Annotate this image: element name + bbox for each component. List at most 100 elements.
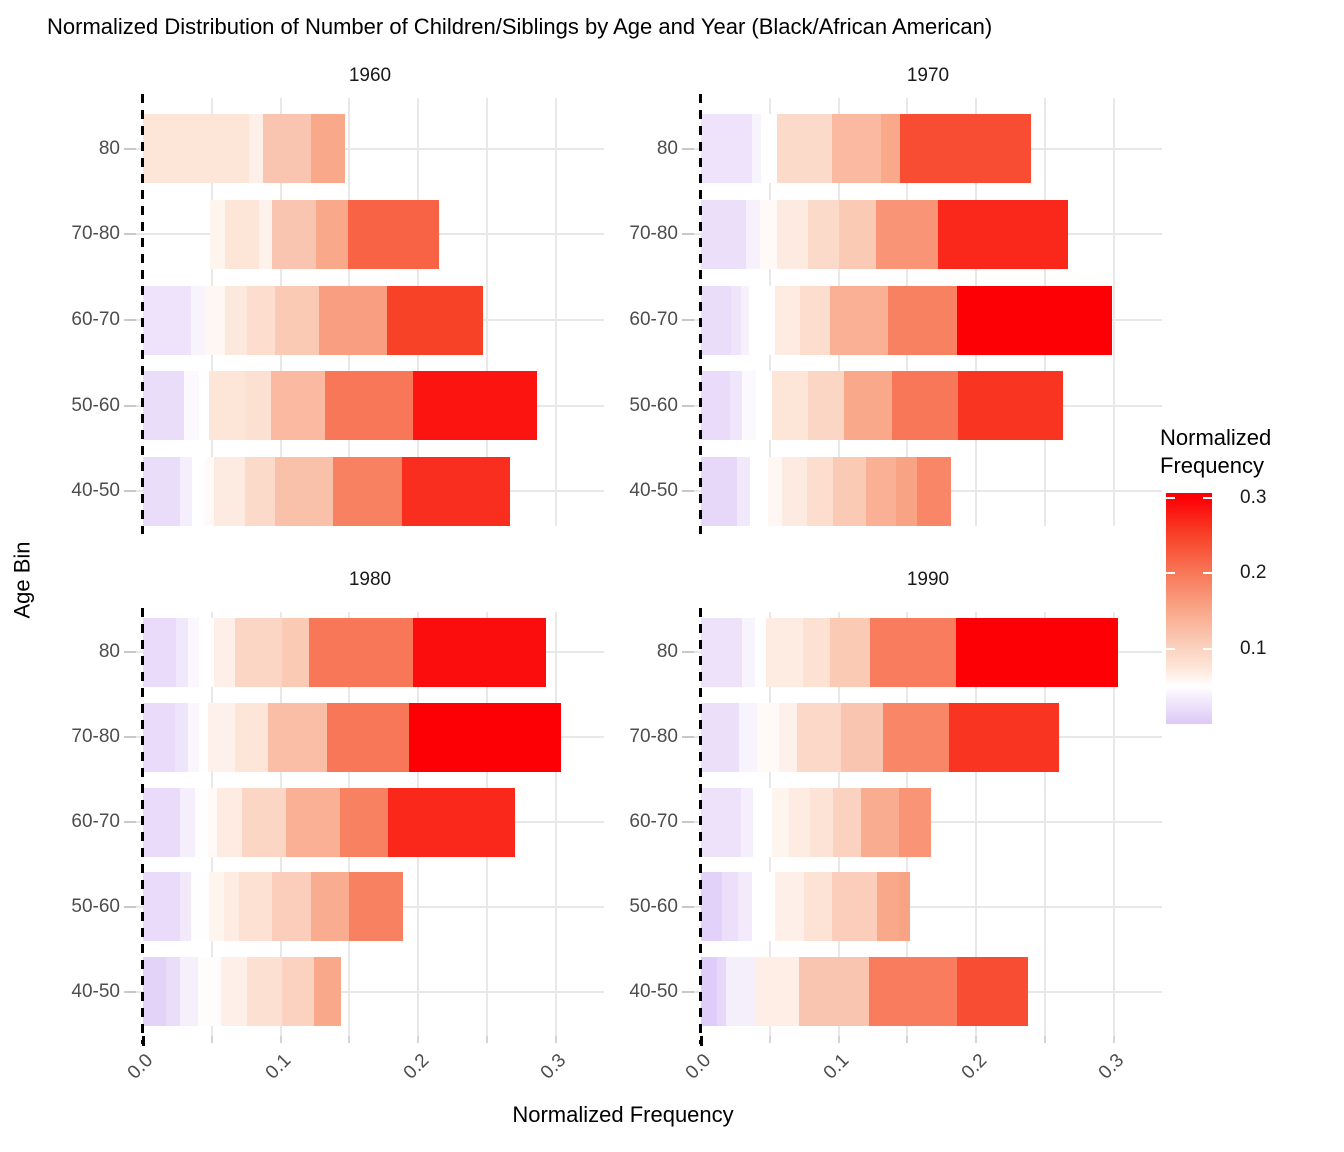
bar-segment bbox=[779, 702, 798, 772]
bar-segment bbox=[725, 957, 756, 1027]
gridline-horizontal bbox=[136, 147, 604, 150]
x-tick-label: 0.3 bbox=[537, 1050, 571, 1084]
bar-segment bbox=[188, 702, 200, 772]
panel-1990 bbox=[694, 608, 1162, 1044]
bar-segment bbox=[332, 456, 402, 526]
zero-reference-line bbox=[699, 94, 703, 534]
bar-segment bbox=[225, 285, 248, 355]
bar-segment bbox=[142, 702, 175, 772]
bar-segment bbox=[742, 617, 755, 687]
bar-segment bbox=[241, 787, 287, 857]
bar-segment bbox=[830, 285, 889, 355]
gridline-horizontal bbox=[694, 905, 1162, 908]
x-tick-label: 0.0 bbox=[124, 1050, 158, 1084]
y-tick-label: 80 bbox=[98, 641, 120, 663]
x-tick-mark bbox=[141, 1036, 145, 1046]
bar-segment bbox=[174, 702, 189, 772]
gridline-vertical bbox=[554, 98, 557, 526]
bar-segment bbox=[281, 957, 314, 1027]
bar-segment bbox=[875, 199, 938, 269]
bar-segment bbox=[738, 872, 752, 942]
y-tick-mark bbox=[124, 319, 136, 321]
gridline-vertical bbox=[1112, 612, 1115, 1036]
x-tick-mark bbox=[906, 1036, 909, 1043]
legend-tick-mark bbox=[1166, 572, 1175, 575]
y-tick-mark bbox=[682, 233, 694, 236]
bar-segment bbox=[892, 371, 959, 441]
bar-segment bbox=[729, 371, 743, 441]
bar-segment bbox=[808, 371, 845, 441]
bar-segment bbox=[286, 787, 340, 857]
bar-segment bbox=[700, 617, 743, 687]
bar-segment bbox=[899, 787, 931, 857]
y-tick-mark bbox=[124, 233, 136, 236]
bar-segment bbox=[339, 787, 388, 857]
y-tick-label: 50-60 bbox=[71, 394, 120, 416]
x-tick-mark bbox=[417, 1036, 420, 1043]
facet-strip-1980: 1980 bbox=[348, 569, 392, 590]
bar-segment bbox=[956, 957, 1029, 1027]
legend-colorbar: 0.3 0.2 0.1 bbox=[1166, 487, 1266, 725]
x-tick-label: 0.0 bbox=[682, 1050, 716, 1084]
bar-segment bbox=[192, 456, 205, 526]
y-tick-label: 70-80 bbox=[629, 223, 678, 245]
zero-reference-line bbox=[699, 608, 703, 1044]
y-tick-label: 40-50 bbox=[629, 480, 678, 502]
bar-segment bbox=[731, 285, 741, 355]
bar-segment bbox=[386, 285, 483, 355]
y-tick-label: 60-70 bbox=[629, 811, 678, 832]
bar-segment bbox=[207, 787, 218, 857]
x-axis-left: 0.0 0.1 0.2 0.3 bbox=[124, 1036, 604, 1102]
facet-strip-1960: 1960 bbox=[348, 65, 392, 86]
bar-segment bbox=[401, 456, 511, 526]
bar-segment bbox=[225, 199, 259, 269]
bar-segment bbox=[740, 787, 754, 857]
bar-segment bbox=[866, 456, 897, 526]
y-tick-mark bbox=[682, 821, 694, 823]
legend-tick-mark bbox=[1203, 496, 1212, 499]
bar-segment bbox=[208, 371, 245, 441]
y-tick-mark bbox=[124, 990, 136, 993]
bar-segment bbox=[700, 957, 718, 1027]
x-tick-label: 0.2 bbox=[399, 1050, 434, 1084]
y-tick-label: 70-80 bbox=[629, 726, 678, 748]
gridline-horizontal bbox=[136, 990, 604, 993]
bar-segment bbox=[739, 702, 758, 772]
bar-segment bbox=[877, 872, 900, 942]
y-tick-mark bbox=[124, 490, 136, 493]
bar-segment bbox=[751, 114, 762, 184]
bar-segment bbox=[798, 957, 869, 1027]
bar-segment bbox=[700, 285, 732, 355]
x-tick-mark bbox=[554, 1036, 557, 1043]
chart-title: Normalized Distribution of Number of Chi… bbox=[47, 14, 993, 39]
bar-segment bbox=[833, 787, 861, 857]
bar-segment bbox=[207, 702, 236, 772]
y-tick-mark bbox=[682, 990, 694, 993]
legend-tick-mark bbox=[1203, 647, 1212, 650]
zero-reference-line bbox=[141, 608, 145, 1044]
y-tick-label: 40-50 bbox=[629, 980, 678, 1002]
bar-segment bbox=[750, 456, 769, 526]
bar-segment bbox=[881, 114, 901, 184]
bar-segment bbox=[700, 199, 747, 269]
bar-segment bbox=[806, 456, 833, 526]
bar-segment bbox=[191, 285, 207, 355]
y-tick-label: 70-80 bbox=[71, 223, 120, 245]
bar-segment bbox=[239, 872, 273, 942]
bar-segment bbox=[188, 617, 200, 687]
bar-segment bbox=[799, 285, 831, 355]
bar-segment bbox=[221, 957, 248, 1027]
bar-segment bbox=[268, 702, 328, 772]
bar-segment bbox=[782, 456, 807, 526]
bar-segment bbox=[142, 957, 167, 1027]
x-tick-label: 0.1 bbox=[261, 1050, 296, 1084]
y-axis-labels-1960: 80 70-80 60-70 50-60 40-50 bbox=[46, 98, 136, 526]
legend-tick-label: 0.1 bbox=[1240, 637, 1267, 659]
y-axis-labels-1980: 80 70-80 60-70 50-60 40-50 bbox=[46, 612, 136, 1036]
bar-segment bbox=[235, 702, 269, 772]
bar-segment bbox=[937, 199, 1069, 269]
y-tick-mark bbox=[682, 404, 694, 407]
bar-segment bbox=[142, 371, 185, 441]
x-tick-mark bbox=[279, 1036, 282, 1043]
y-tick-mark bbox=[682, 905, 694, 908]
